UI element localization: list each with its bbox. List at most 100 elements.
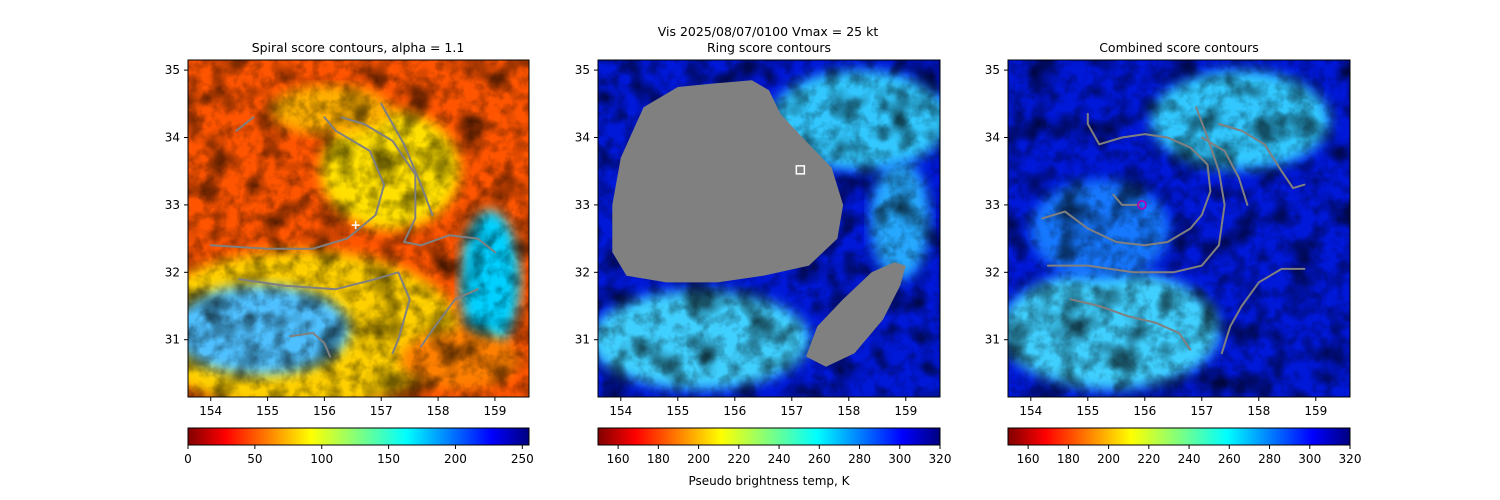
contour-line-combined <box>1112 193 1141 206</box>
x-tick-label-ring: 158 <box>837 404 860 418</box>
x-tick-label-combined: 159 <box>1304 404 1327 418</box>
center-marker-ring <box>795 165 806 175</box>
colorbar-tick-label-ring: 160 <box>607 452 630 466</box>
heatmap-combined <box>1008 60 1350 397</box>
figure-suptitle: Vis 2025/08/07/0100 Vmax = 25 kt <box>658 24 879 39</box>
x-tick-label-combined: 156 <box>1133 404 1156 418</box>
colorbar-combined-gradient <box>1007 427 1351 446</box>
markers-ring <box>795 165 806 175</box>
colorbar-tick-label-ring: 220 <box>727 452 750 466</box>
colorbar-tick-label-spiral: 50 <box>247 452 262 466</box>
axes-frame-ring <box>597 59 941 398</box>
y-tick-label-spiral: 35 <box>165 63 180 77</box>
heatmap-spiral <box>188 60 529 397</box>
contour-line-spiral <box>340 116 496 254</box>
colorbar-tick-label-spiral: 100 <box>310 452 333 466</box>
x-axis-combined: 154 155 156 157 158 159 <box>1019 397 1327 418</box>
contour-line-combined <box>1069 298 1192 351</box>
colorbar-combined-ticks: 160 180 200 220 240 260 280 300 320 <box>1017 445 1362 466</box>
colorbar-tick-label-ring: 260 <box>808 452 831 466</box>
y-tick-label-spiral: 33 <box>165 198 180 212</box>
colorbar-ring-ticks: 160 180 200 220 240 260 280 300 320 <box>607 445 952 466</box>
x-tick-label-ring: 156 <box>723 404 746 418</box>
x-axis-ring: 154 155 156 157 158 159 <box>609 397 917 418</box>
y-tick-label-spiral: 31 <box>165 333 180 347</box>
masked-region-ring <box>806 262 906 367</box>
y-tick-label-combined: 35 <box>985 63 1000 77</box>
colorbar-tick-label-combined: 200 <box>1097 452 1120 466</box>
colorbar-tick-label-ring: 320 <box>929 452 952 466</box>
y-tick-label-ring: 31 <box>575 333 590 347</box>
colorbar-tick-label-spiral: 200 <box>444 452 467 466</box>
x-tick-label-combined: 154 <box>1019 404 1042 418</box>
colorbar-tick-label-combined: 180 <box>1057 452 1080 466</box>
contour-line-spiral <box>238 271 411 355</box>
panel-spiral: Spiral score contours, alpha = 1.1 154 15… <box>165 40 530 418</box>
x-tick-label-spiral: 158 <box>427 404 450 418</box>
colorbar-tick-label-ring: 280 <box>848 452 871 466</box>
y-tick-label-combined: 32 <box>985 265 1000 279</box>
colorbar-spiral-ticks: 0 50 100 150 200 250 <box>184 445 534 466</box>
x-tick-label-combined: 157 <box>1190 404 1213 418</box>
contour-line-combined <box>1220 267 1306 355</box>
axes-frame-spiral <box>187 59 530 398</box>
panel-combined: Combined score contours 154 155 156 157 158 1… <box>985 40 1351 418</box>
axes-frame-combined <box>1007 59 1351 398</box>
y-tick-label-combined: 33 <box>985 198 1000 212</box>
contour-line-spiral <box>209 116 386 250</box>
colorbar-tick-label-combined: 320 <box>1339 452 1362 466</box>
x-tick-label-spiral: 157 <box>370 404 393 418</box>
colorbar-ring: 160 180 200 220 240 260 280 300 320 Pseudo brigh… <box>597 427 952 488</box>
x-tick-label-spiral: 159 <box>483 404 506 418</box>
colorbar-tick-label-combined: 280 <box>1258 452 1281 466</box>
y-tick-label-combined: 34 <box>985 131 1000 145</box>
panel-ring: Ring score contours 154 155 156 157 158 159 3… <box>575 40 941 418</box>
masked-region-ring <box>612 80 844 283</box>
colorbar-tick-label-spiral: 150 <box>377 452 400 466</box>
markers-combined <box>1137 200 1147 210</box>
center-marker-spiral <box>351 221 360 230</box>
colorbar-tick-label-spiral: 0 <box>184 452 192 466</box>
colorbar-combined: 160 180 200 220 240 260 280 300 320 <box>1007 427 1362 466</box>
colorbar-spiral-gradient <box>187 427 530 446</box>
panel-title-combined: Combined score contours <box>1099 40 1259 55</box>
colorbar-tick-label-combined: 300 <box>1298 452 1321 466</box>
y-axis-ring: 31 32 33 34 35 <box>575 63 598 347</box>
y-tick-label-spiral: 34 <box>165 131 180 145</box>
y-tick-label-combined: 31 <box>985 333 1000 347</box>
x-tick-label-ring: 157 <box>780 404 803 418</box>
x-tick-label-spiral: 156 <box>313 404 336 418</box>
contours-spiral <box>209 102 496 358</box>
y-tick-label-ring: 35 <box>575 63 590 77</box>
colorbar-tick-label-ring: 240 <box>768 452 791 466</box>
colorbar-tick-label-spiral: 250 <box>511 452 534 466</box>
y-axis-combined: 31 32 33 34 35 <box>985 63 1008 347</box>
panel-title-ring: Ring score contours <box>707 40 831 55</box>
contour-line-combined <box>1046 106 1226 274</box>
colorbar-tick-label-combined: 220 <box>1137 452 1160 466</box>
contour-line-combined <box>1200 136 1249 206</box>
contour-line-spiral <box>420 288 479 348</box>
x-tick-label-spiral: 155 <box>256 404 279 418</box>
contour-line-combined <box>1217 123 1306 190</box>
contours-combined <box>1041 106 1306 355</box>
panel-title-spiral: Spiral score contours, alpha = 1.1 <box>252 40 465 55</box>
markers-spiral <box>351 221 360 230</box>
x-tick-label-combined: 155 <box>1076 404 1099 418</box>
contour-line-spiral <box>235 116 255 132</box>
x-tick-label-spiral: 154 <box>199 404 222 418</box>
colorbar-tick-label-combined: 160 <box>1017 452 1040 466</box>
colorbar-ring-gradient <box>597 427 941 446</box>
y-tick-label-spiral: 32 <box>165 265 180 279</box>
x-tick-label-combined: 158 <box>1247 404 1270 418</box>
masked-regions-ring <box>612 80 906 367</box>
colorbar-tick-label-combined: 240 <box>1178 452 1201 466</box>
colorbar-tick-label-ring: 180 <box>647 452 670 466</box>
heatmap-ring <box>598 60 940 397</box>
x-tick-label-ring: 159 <box>894 404 917 418</box>
contour-line-spiral <box>380 102 434 216</box>
y-tick-label-ring: 34 <box>575 131 590 145</box>
contour-line-spiral <box>289 332 332 358</box>
colorbar-label: Pseudo brightness temp, K <box>688 474 850 488</box>
colorbar-tick-label-ring: 200 <box>687 452 710 466</box>
